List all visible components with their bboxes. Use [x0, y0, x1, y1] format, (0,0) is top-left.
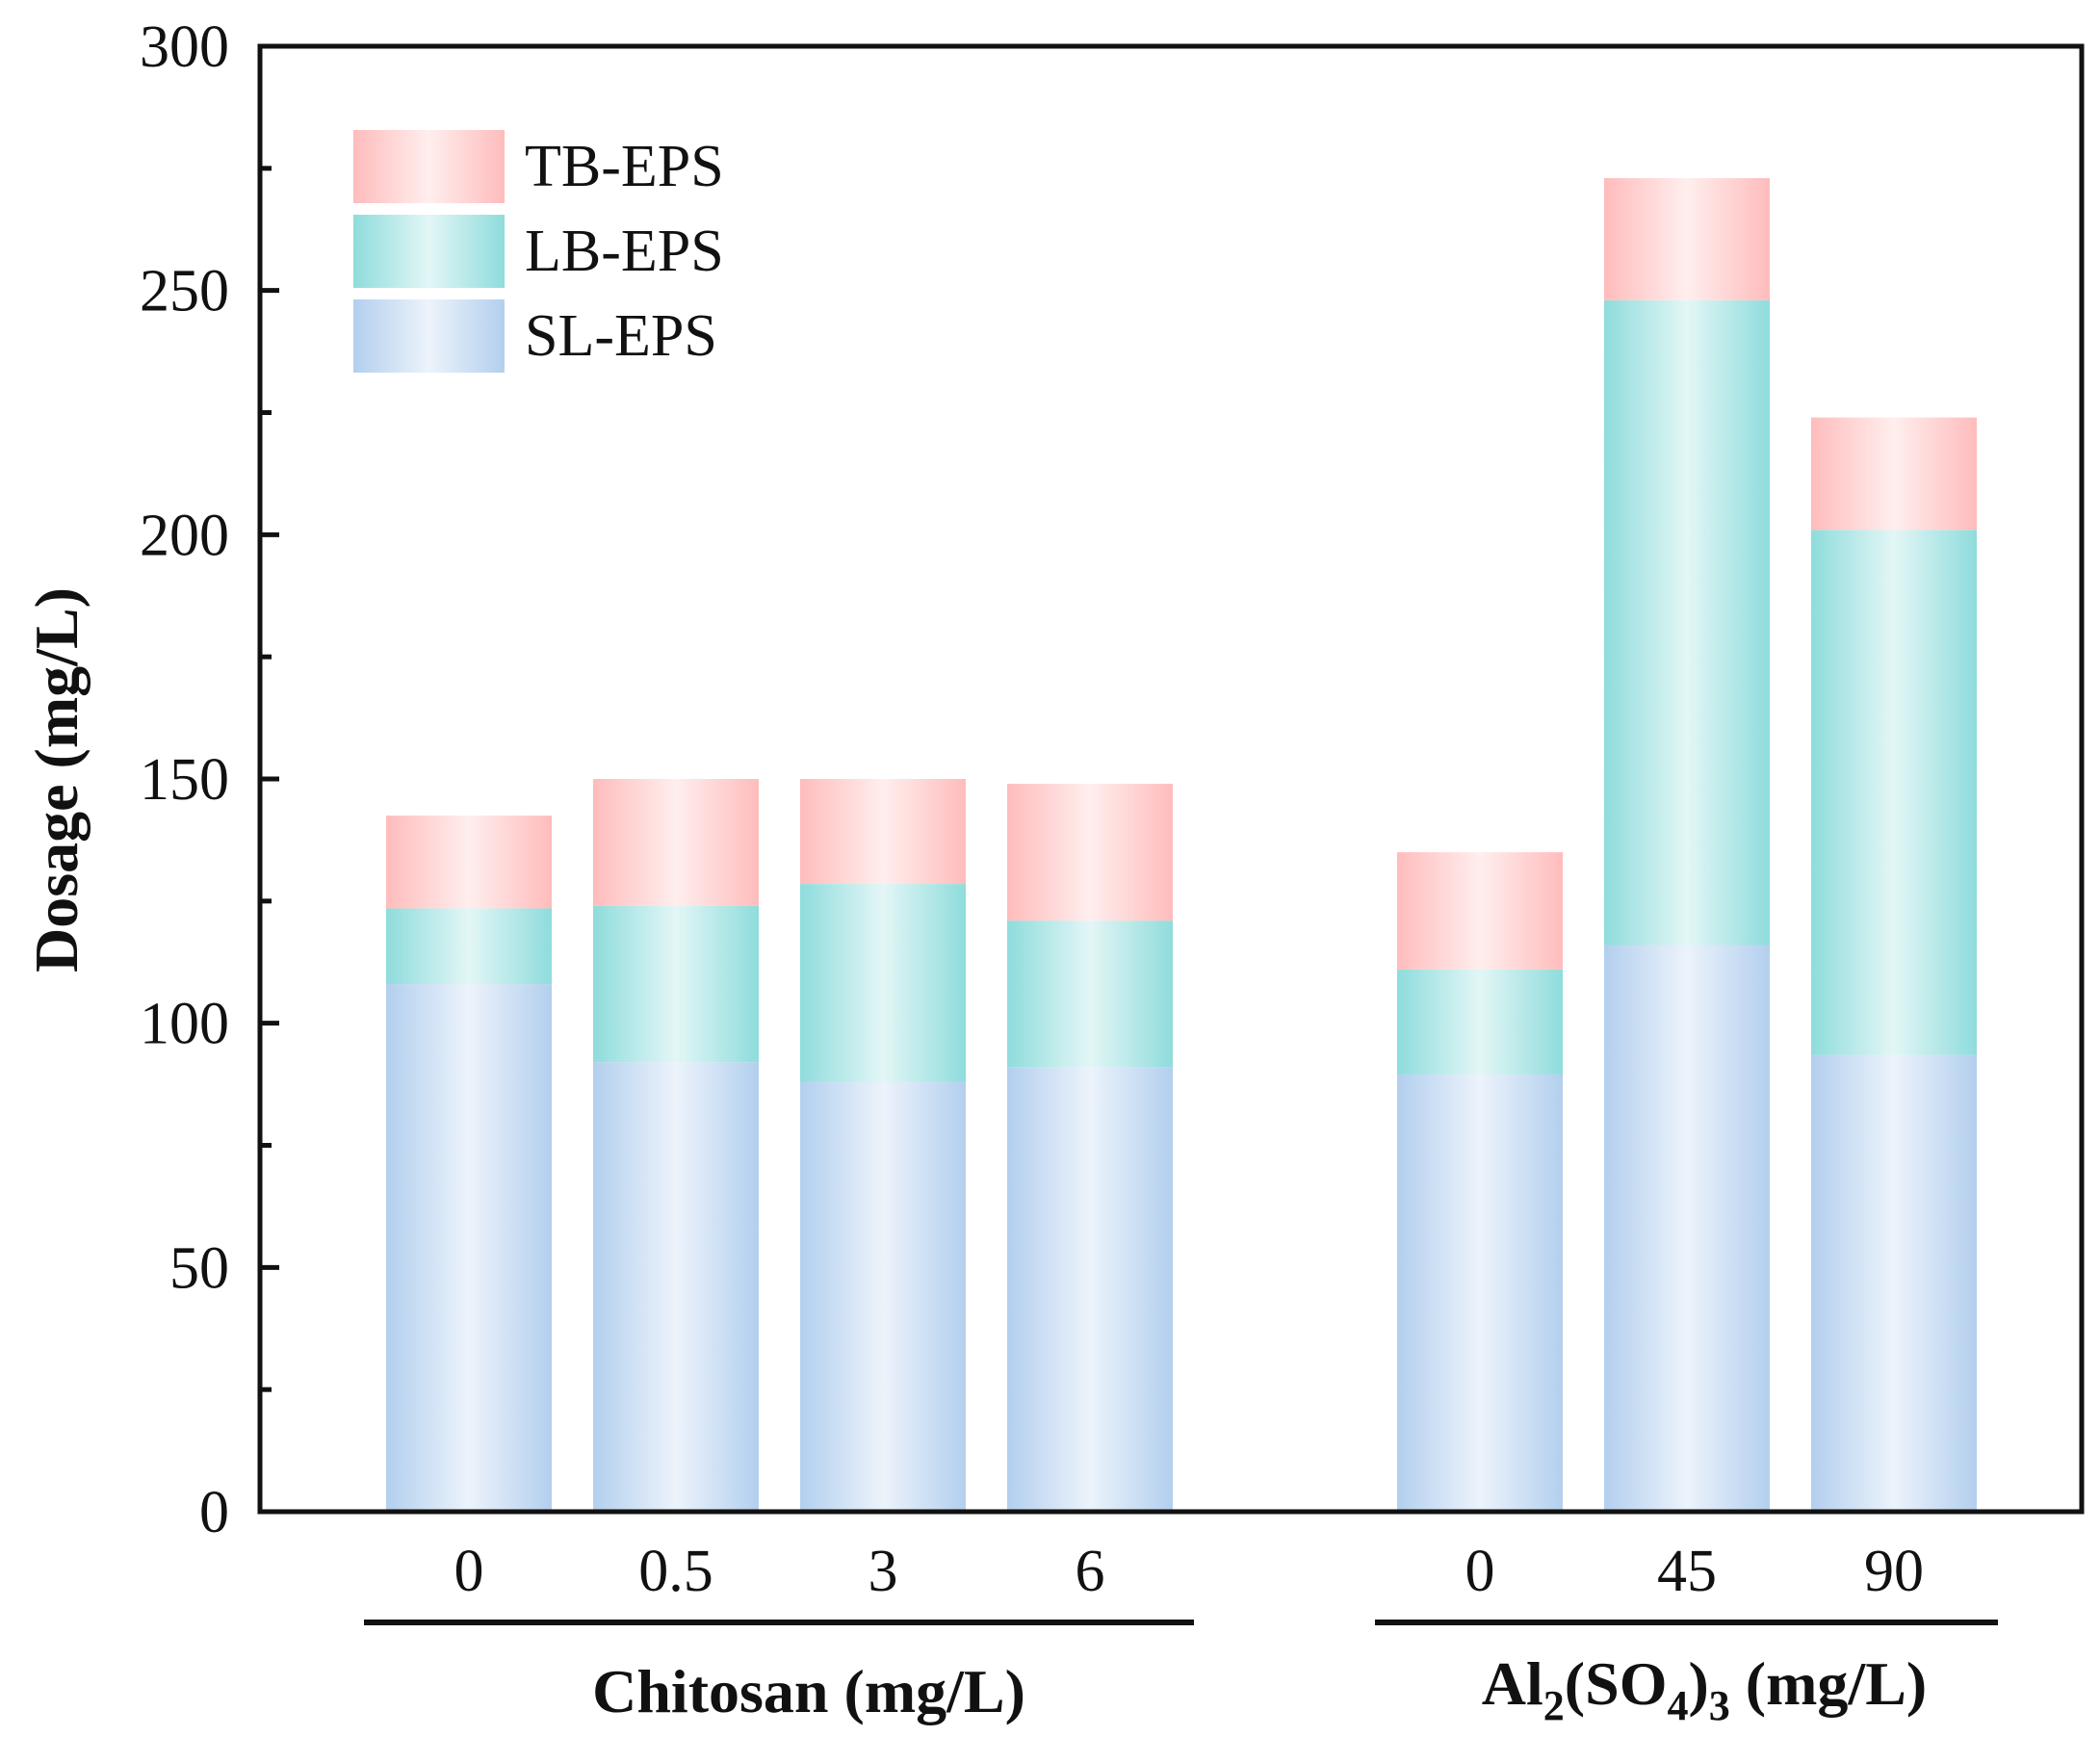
bar-sl-eps-2 [800, 1081, 966, 1512]
bar-tb-eps-1 [593, 779, 759, 906]
bars-layer [386, 177, 1977, 1512]
x-tick-label: 45 [1657, 1539, 1717, 1604]
y-tick-label: 200 [140, 503, 229, 568]
y-tick-label: 250 [140, 259, 229, 324]
bar-lb-eps-1 [593, 905, 759, 1063]
x-tick-label: 0 [1465, 1539, 1495, 1604]
y-tick-label: 300 [140, 14, 229, 80]
legend-swatch-sl-eps [353, 299, 505, 373]
legend-label-lb-eps: LB-EPS [525, 219, 724, 284]
x-axis: 0 0.5 3 6 0 45 90 Chitosan (mg/L) Al2(SO4)3 (mg/… [364, 1539, 1998, 1729]
bar-sl-eps-0 [386, 984, 552, 1512]
y-tick-label: 100 [140, 992, 229, 1057]
legend-label-sl-eps: SL-EPS [525, 303, 717, 369]
bar-sl-eps-3 [1007, 1067, 1173, 1512]
bar-lb-eps-0 [386, 908, 552, 985]
bar-sl-eps-1 [593, 1062, 759, 1512]
y-tick-label: 0 [199, 1480, 229, 1545]
x-tick-label: 0.5 [638, 1539, 713, 1604]
bar-lb-eps-3 [1007, 920, 1173, 1068]
group-label-alum: Al2(SO4)3 (mg/L) [1482, 1649, 1927, 1729]
y-tick-label: 150 [140, 747, 229, 813]
bar-sl-eps-5 [1604, 945, 1770, 1512]
y-tick-label: 50 [169, 1235, 229, 1301]
bar-tb-eps-0 [386, 816, 552, 909]
y-axis-title: Dosage (mg/L) [22, 587, 91, 972]
bar-sl-eps-4 [1397, 1074, 1563, 1512]
legend: TB-EPS LB-EPS SL-EPS [353, 130, 724, 373]
bar-tb-eps-3 [1007, 784, 1173, 921]
x-tick-label: 0 [454, 1539, 484, 1604]
bar-tb-eps-4 [1397, 852, 1563, 970]
bar-lb-eps-4 [1397, 969, 1563, 1075]
bar-lb-eps-6 [1811, 530, 1977, 1055]
bar-lb-eps-5 [1604, 299, 1770, 946]
bar-tb-eps-2 [800, 779, 966, 885]
legend-label-tb-eps: TB-EPS [525, 134, 724, 199]
legend-swatch-lb-eps [353, 215, 505, 288]
bar-lb-eps-2 [800, 884, 966, 1082]
x-tick-label: 6 [1076, 1539, 1105, 1604]
bar-tb-eps-6 [1811, 417, 1977, 531]
x-tick-label: 90 [1864, 1539, 1924, 1604]
x-tick-label: 3 [869, 1539, 898, 1604]
bar-sl-eps-6 [1811, 1054, 1977, 1512]
legend-swatch-tb-eps [353, 130, 505, 203]
bar-tb-eps-5 [1604, 177, 1770, 300]
y-axis: 0 50 100 150 200 250 300 [140, 14, 279, 1545]
group-label-chitosan: Chitosan (mg/L) [592, 1657, 1025, 1725]
